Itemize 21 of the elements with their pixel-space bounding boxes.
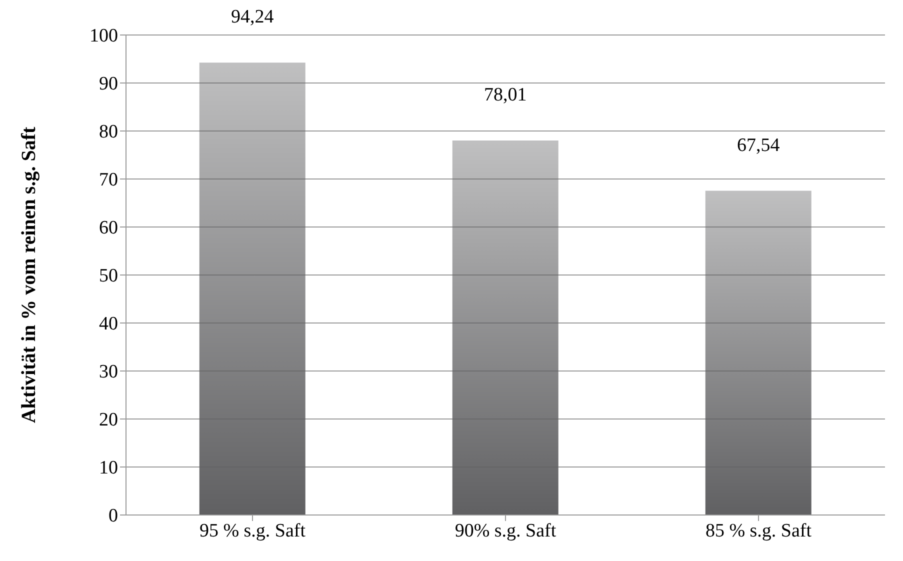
x-tick-label: 90% s.g. Saft — [454, 520, 557, 542]
y-tick-label: 20 — [99, 410, 118, 431]
y-tick-label: 0 — [108, 506, 118, 527]
y-tick-label: 90 — [99, 74, 118, 95]
bar — [452, 140, 558, 515]
x-tick-label: 95 % s.g. Saft — [199, 520, 306, 542]
data-label: 78,01 — [484, 84, 527, 106]
bar — [199, 62, 306, 515]
y-tick-label: 100 — [90, 26, 118, 47]
y-axis-title: Aktivität in % vom reinen s.g. Saft — [18, 126, 40, 424]
y-tick-label: 30 — [99, 362, 118, 383]
y-tick-label: 10 — [99, 458, 118, 479]
y-tick-label: 60 — [99, 218, 118, 239]
y-tick-label: 50 — [99, 266, 118, 287]
y-tick-label: 40 — [99, 314, 118, 335]
data-label: 67,54 — [736, 134, 780, 156]
y-tick-label: 70 — [99, 170, 118, 191]
x-tick-label: 85 % s.g. Saft — [705, 520, 812, 542]
data-label: 94,24 — [230, 6, 274, 28]
bar — [705, 190, 812, 515]
y-tick-label: 80 — [99, 122, 118, 143]
